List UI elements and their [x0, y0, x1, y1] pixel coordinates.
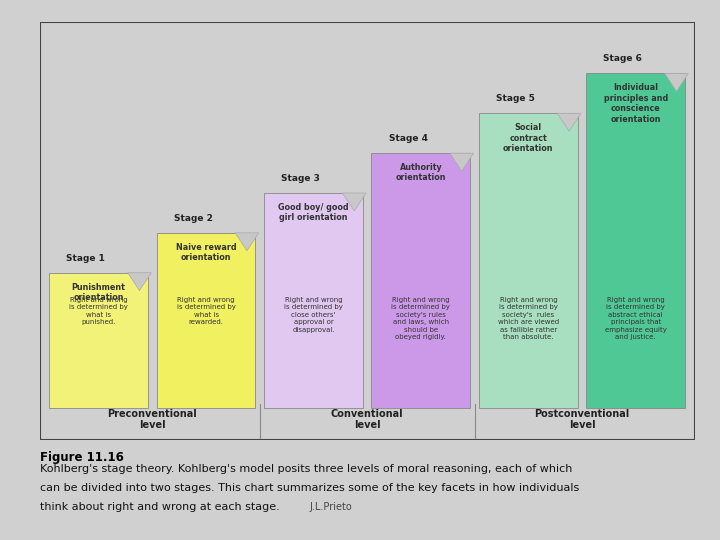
Text: can be divided into two stages. This chart summarizes some of the key facets in : can be divided into two stages. This cha… — [40, 483, 579, 494]
Polygon shape — [557, 113, 581, 131]
Text: Good boy/ good
girl orientation: Good boy/ good girl orientation — [278, 203, 348, 222]
Text: Right and wrong
is determined by
what is
rewarded.: Right and wrong is determined by what is… — [176, 296, 235, 325]
Text: Right and wrong
is determined by
society's rules
and laws, which
should be
obeye: Right and wrong is determined by society… — [392, 296, 450, 340]
Polygon shape — [127, 273, 151, 291]
Text: think about right and wrong at each stage.: think about right and wrong at each stag… — [40, 502, 279, 512]
Text: Right and wrong
is determined by
society's  rules
which are viewed
as fallible r: Right and wrong is determined by society… — [498, 296, 559, 340]
Text: Social
contract
orientation: Social contract orientation — [503, 123, 554, 153]
Text: Right and wrong
is determined by
close others'
approval or
disapproval.: Right and wrong is determined by close o… — [284, 296, 343, 333]
Text: Stage 4: Stage 4 — [389, 134, 428, 143]
Polygon shape — [665, 73, 688, 91]
Text: Postconventional
level: Postconventional level — [534, 409, 630, 430]
Polygon shape — [343, 193, 366, 211]
Text: Stage 1: Stage 1 — [66, 254, 105, 263]
Text: Authority
orientation: Authority orientation — [396, 163, 446, 183]
Text: Figure 11.16: Figure 11.16 — [40, 451, 123, 464]
Text: Naive reward
orientation: Naive reward orientation — [176, 243, 236, 262]
Text: Stage 2: Stage 2 — [174, 214, 212, 223]
Bar — [157, 233, 256, 408]
Text: Stage 3: Stage 3 — [282, 174, 320, 183]
Text: Right and wrong
is determined by
what is
punished.: Right and wrong is determined by what is… — [69, 296, 128, 325]
Text: Right and wrong
is determined by
abstract ethical
principals that
emphasize equi: Right and wrong is determined by abstrac… — [605, 296, 667, 340]
Text: Kohlberg's stage theory. Kohlberg's model posits three levels of moral reasoning: Kohlberg's stage theory. Kohlberg's mode… — [40, 464, 572, 475]
Polygon shape — [450, 153, 474, 171]
Bar — [586, 73, 685, 408]
Text: Preconventional
level: Preconventional level — [107, 409, 197, 430]
Text: Conventional
level: Conventional level — [331, 409, 403, 430]
Polygon shape — [235, 233, 258, 251]
Text: Stage 6: Stage 6 — [603, 55, 642, 63]
Bar — [372, 153, 470, 408]
Text: Individual
principles and
conscience
orientation: Individual principles and conscience ori… — [603, 83, 668, 124]
Bar — [49, 273, 148, 408]
Bar — [479, 113, 577, 408]
Text: Punishment
orientation: Punishment orientation — [72, 282, 125, 302]
Text: Stage 5: Stage 5 — [496, 94, 535, 103]
Bar — [264, 193, 363, 408]
Text: J.L.Prieto: J.L.Prieto — [310, 502, 352, 512]
